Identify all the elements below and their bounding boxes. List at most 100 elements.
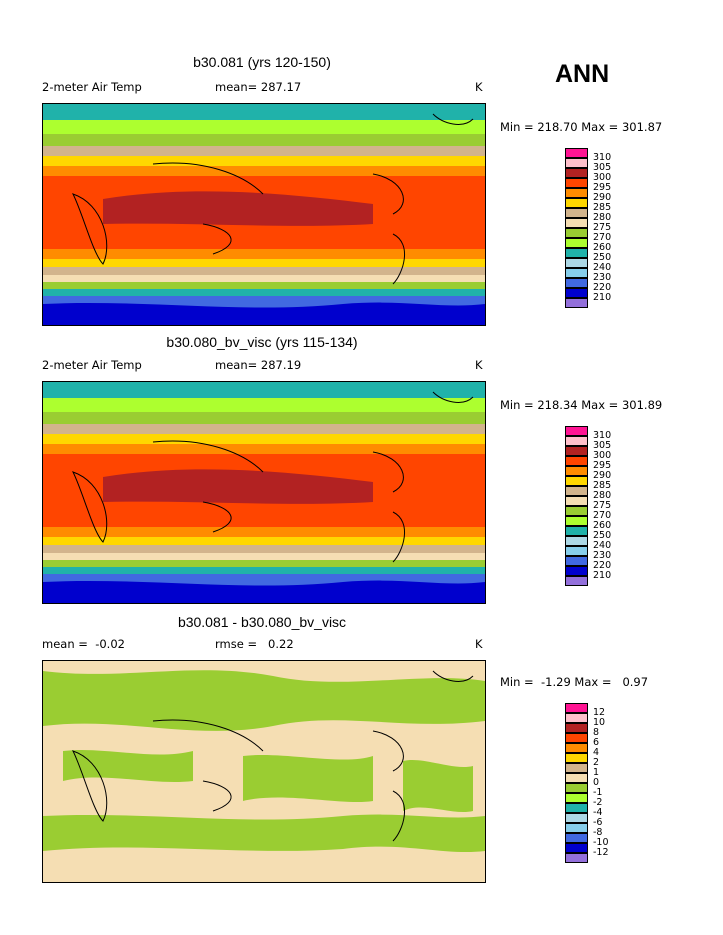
colorbar-swatch <box>565 288 588 298</box>
colorbar-swatch <box>565 576 588 586</box>
panel-2-map <box>42 381 486 604</box>
panel-1-mean-label: mean= 287.17 <box>215 80 302 94</box>
colorbar-tick-label: -10 <box>593 837 609 848</box>
colorbar-tick-label: 220 <box>593 560 612 571</box>
colorbar-swatch <box>565 803 588 813</box>
colorbar-swatch <box>565 506 588 516</box>
panel-2-title: b30.080_bv_visc (yrs 115-134) <box>166 334 358 350</box>
colorbar-swatch <box>565 188 588 198</box>
colorbar-swatch <box>565 536 588 546</box>
panel-3-mean-label: mean = -0.02 <box>42 637 125 651</box>
panel-2-minmax: Min = 218.34 Max = 301.89 <box>500 398 663 412</box>
panel-1-minmax: Min = 218.70 Max = 301.87 <box>500 120 663 134</box>
colorbar-swatch <box>565 456 588 466</box>
colorbar-tick-label: 12 <box>593 707 606 718</box>
colorbar-tick-label: 230 <box>593 272 612 283</box>
colorbar-swatch <box>565 566 588 576</box>
colorbar-swatch <box>565 446 588 456</box>
colorbar-tick-label: 250 <box>593 530 612 541</box>
colorbar-tick-label: 305 <box>593 162 612 173</box>
colorbar-swatch <box>565 158 588 168</box>
panel-1-variable-label: 2-meter Air Temp <box>42 80 142 94</box>
colorbar-swatch <box>565 268 588 278</box>
colorbar-tick-label: 4 <box>593 747 600 758</box>
colorbar-tick-label: 285 <box>593 202 612 213</box>
colorbar-tick-label: 280 <box>593 212 612 223</box>
panel-2-units-label: K <box>475 358 483 372</box>
panel-2-map-svg <box>43 382 485 603</box>
colorbar-tick-label: 230 <box>593 550 612 561</box>
panel-3-minmax: Min = -1.29 Max = 0.97 <box>500 675 649 689</box>
colorbar-tick-label: 290 <box>593 192 612 203</box>
colorbar-swatch <box>565 258 588 268</box>
colorbar-swatch <box>565 733 588 743</box>
colorbar-swatch <box>565 228 588 238</box>
panel-2-mean-label: mean= 287.19 <box>215 358 302 372</box>
colorbar-swatch <box>565 753 588 763</box>
colorbar-tick-label: 300 <box>593 172 612 183</box>
colorbar-swatch <box>565 486 588 496</box>
colorbar-tick-label: 1 <box>593 767 600 778</box>
colorbar-swatch <box>565 853 588 863</box>
colorbar-swatch <box>565 248 588 258</box>
colorbar-swatch <box>565 198 588 208</box>
colorbar-swatch <box>565 218 588 228</box>
colorbar-tick-label: 295 <box>593 460 612 471</box>
colorbar-tick-label: 270 <box>593 232 612 243</box>
colorbar-tick-label: 270 <box>593 510 612 521</box>
panel-3-map <box>42 660 486 883</box>
colorbar-swatch <box>565 763 588 773</box>
colorbar-swatch <box>565 823 588 833</box>
colorbar-tick-label: 250 <box>593 252 612 263</box>
colorbar-swatch <box>565 516 588 526</box>
colorbar-swatch <box>565 833 588 843</box>
colorbar-swatch <box>565 703 588 713</box>
colorbar-tick-label: -4 <box>593 807 603 818</box>
colorbar-swatch <box>565 783 588 793</box>
colorbar-swatch <box>565 713 588 723</box>
colorbar-swatch <box>565 546 588 556</box>
colorbar-swatch <box>565 278 588 288</box>
colorbar-swatch <box>565 843 588 853</box>
colorbar-tick-label: 0 <box>593 777 600 788</box>
colorbar-swatch <box>565 476 588 486</box>
colorbar-swatch <box>565 526 588 536</box>
panel-1-colorbar: 310 305 300 295 290 285 280 275 270 260 … <box>565 148 635 318</box>
colorbar-swatch <box>565 496 588 506</box>
colorbar-swatch <box>565 298 588 308</box>
colorbar-tick-label: 290 <box>593 470 612 481</box>
colorbar-tick-label: 6 <box>593 737 600 748</box>
colorbar-tick-label: 310 <box>593 430 612 441</box>
colorbar-tick-label: 8 <box>593 727 600 738</box>
panel-1-units-label: K <box>475 80 483 94</box>
colorbar-tick-label: 295 <box>593 182 612 193</box>
panel-2-colorbar: 310 305 300 295 290 285 280 275 270 260 … <box>565 426 635 596</box>
colorbar-swatch <box>565 556 588 566</box>
panel-3-title: b30.081 - b30.080_bv_visc <box>177 614 347 630</box>
colorbar-tick-label: 220 <box>593 282 612 293</box>
colorbar-tick-label: 10 <box>593 717 606 728</box>
colorbar-tick-label: 240 <box>593 262 612 273</box>
colorbar-tick-label: 260 <box>593 520 612 531</box>
panel-1-map-svg <box>43 104 485 325</box>
colorbar-swatch <box>565 773 588 783</box>
colorbar-tick-label: 2 <box>593 757 600 768</box>
colorbar-tick-label: 240 <box>593 540 612 551</box>
colorbar-swatch <box>565 466 588 476</box>
panel-2-variable-label: 2-meter Air Temp <box>42 358 142 372</box>
colorbar-swatch <box>565 168 588 178</box>
colorbar-tick-label: 285 <box>593 480 612 491</box>
colorbar-tick-label: 310 <box>593 152 612 163</box>
colorbar-swatch <box>565 743 588 753</box>
panel-3-units-label: K <box>475 637 483 651</box>
panel-3-rmse-label: rmse = 0.22 <box>215 637 294 651</box>
panel-3-map-svg <box>43 661 485 882</box>
colorbar-swatch <box>565 426 588 436</box>
colorbar-swatch <box>565 148 588 158</box>
panel-1-map <box>42 103 486 326</box>
colorbar-tick-label: 210 <box>593 292 612 303</box>
colorbar-tick-label: -6 <box>593 817 603 828</box>
season-label: ANN <box>555 60 610 88</box>
colorbar-swatch <box>565 436 588 446</box>
colorbar-tick-label: 260 <box>593 242 612 253</box>
